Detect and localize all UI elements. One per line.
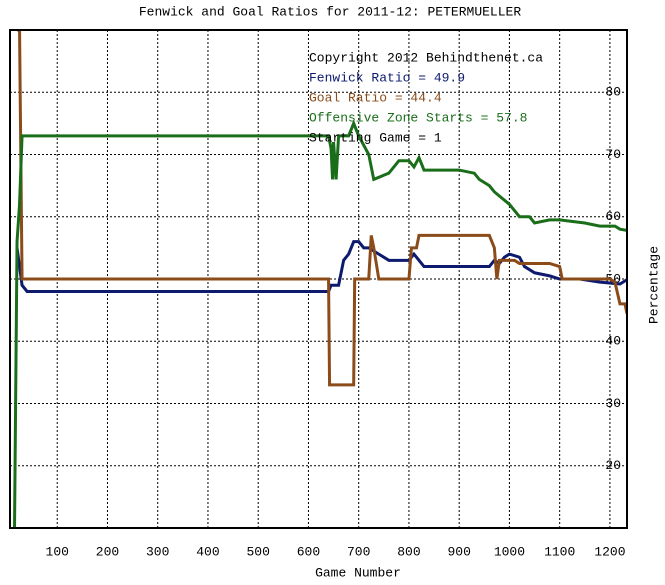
legend-label: Offensive Zone Starts = 57.8 [309, 110, 527, 125]
y-tick-label: 30 [605, 396, 621, 411]
x-tick-label: 700 [347, 544, 370, 559]
x-tick-label: 200 [96, 544, 119, 559]
data-line [13, 119, 627, 528]
y-tick-label: 20 [605, 458, 621, 473]
data-line [17, 30, 627, 387]
y-tick-label: 40 [605, 334, 621, 349]
x-tick-label: 400 [196, 544, 219, 559]
x-axis-label: Game Number [315, 565, 401, 580]
x-tick-label: 900 [447, 544, 470, 559]
x-tick-label: 1000 [494, 544, 525, 559]
annotation: Copyright 2012 Behindthenet.ca [309, 50, 543, 65]
x-tick-label: 500 [247, 544, 270, 559]
x-tick-label: 600 [297, 544, 320, 559]
legend-label: Fenwick Ratio = 49.9 [309, 70, 465, 85]
y-tick-label: 60 [605, 209, 621, 224]
chart-title: Fenwick and Goal Ratios for 2011-12: PET… [139, 4, 521, 19]
x-tick-label: 100 [46, 544, 69, 559]
y-tick-label: 80 [605, 85, 621, 100]
y-axis-label: Percentage [646, 246, 661, 324]
data-line [15, 240, 627, 293]
annotation: Starting Game = 1 [309, 130, 442, 145]
x-tick-label: 800 [397, 544, 420, 559]
legend-label: Goal Ratio = 44.4 [309, 90, 442, 105]
plot-frame [9, 29, 628, 529]
x-tick-label: 300 [146, 544, 169, 559]
y-tick-label: 70 [605, 147, 621, 162]
x-tick-label: 1200 [594, 544, 625, 559]
x-tick-label: 1100 [544, 544, 575, 559]
